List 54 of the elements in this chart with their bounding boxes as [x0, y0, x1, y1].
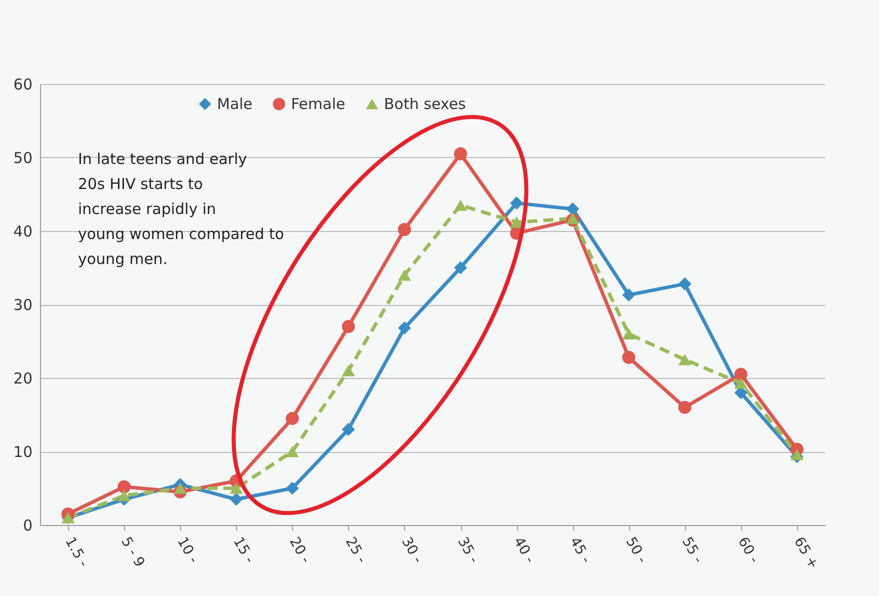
x-tick-label: 40 - [510, 534, 538, 566]
x-tick-label: 30 - [398, 534, 426, 566]
point [622, 288, 636, 302]
point [678, 277, 692, 290]
point [342, 422, 355, 436]
point [622, 328, 636, 340]
point [118, 480, 131, 494]
y-tick-label: 60 [13, 76, 32, 94]
annotation: In late teens and early 20s HIV starts to increase rapidly in young women compared to young men. [78, 150, 284, 268]
x-tick-label: 60 - [734, 534, 762, 566]
point [510, 196, 524, 210]
y-tick-label: 30 [13, 296, 32, 314]
point [510, 216, 524, 228]
x-tick-label: 1.5 - [62, 534, 92, 570]
point [454, 200, 468, 211]
x-tick-label: 45 - [566, 534, 594, 566]
point [342, 365, 355, 376]
point [286, 446, 299, 458]
point [678, 400, 692, 414]
y-tick-label: 40 [13, 222, 32, 240]
x-tick-label: 15 - [230, 534, 258, 566]
point [286, 412, 299, 425]
point [230, 482, 243, 494]
y-tick-label: 20 [13, 370, 32, 388]
y-tick-label: 50 [13, 149, 32, 167]
point [566, 202, 580, 216]
x-tick-label: 65 + [790, 534, 822, 572]
point [678, 354, 692, 366]
point [174, 482, 187, 494]
x-tick-label: 20 - [286, 534, 314, 566]
legend-label: Female [291, 95, 346, 113]
point [734, 378, 748, 389]
x-tick-label: 50 - [622, 534, 650, 566]
x-tick-label: 55 - [678, 534, 706, 566]
point [790, 448, 804, 460]
point [622, 350, 636, 364]
x-tick-label: 25 - [342, 534, 370, 566]
point [454, 147, 468, 160]
point [286, 482, 299, 495]
y-tick-label: 10 [13, 443, 32, 461]
point [398, 322, 411, 335]
point [734, 368, 748, 381]
point [342, 320, 355, 334]
x-tick-label: 35 - [454, 534, 482, 566]
legend-label: Male [217, 95, 253, 113]
point [398, 269, 411, 281]
point [398, 223, 411, 236]
x-tick-label: 5 - 9 [118, 534, 148, 570]
y-tick-label: 0 [22, 516, 32, 534]
legend-label: Both sexes [384, 95, 466, 113]
point [454, 261, 468, 274]
point [118, 490, 131, 502]
point [230, 492, 243, 506]
x-tick-label: 10 - [174, 534, 202, 566]
